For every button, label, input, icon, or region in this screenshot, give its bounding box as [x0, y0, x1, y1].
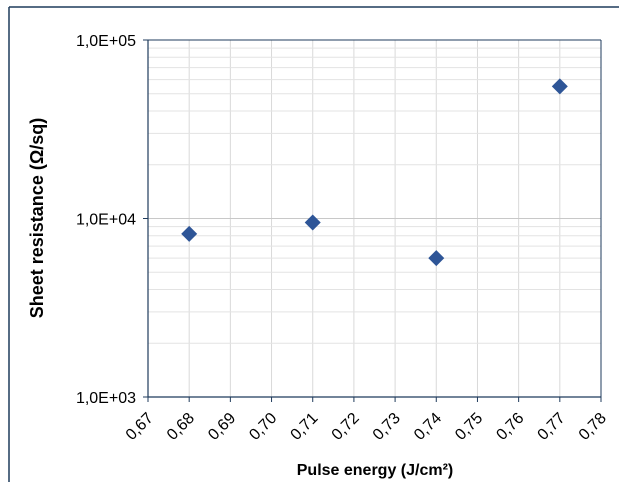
x-tick-label: 0,68: [164, 410, 198, 444]
x-tick-label: 0,71: [288, 410, 322, 444]
y-tick-label: 1,0E+04: [76, 212, 136, 229]
y-tick-label: 1,0E+03: [76, 390, 136, 407]
x-tick-label: 0,74: [411, 410, 445, 444]
grid: [147, 40, 602, 398]
x-axis-label: Pulse energy (J/cm²): [297, 462, 454, 479]
data-point-diamond: [551, 78, 568, 95]
x-tick-label: 0,73: [370, 410, 404, 444]
data-point-diamond: [304, 214, 321, 231]
y-tick-labels: 1,0E+03 1,0E+04 1,0E+05: [76, 33, 148, 407]
data-point-diamond: [181, 225, 198, 242]
y-tick-label: 1,0E+05: [76, 33, 136, 50]
x-tick-label: 0,69: [205, 410, 239, 444]
x-tick-label: 0,78: [576, 410, 610, 444]
x-tick-label: 0,67: [123, 410, 157, 444]
data-point-diamond: [428, 250, 445, 267]
x-tick-label: 0,70: [246, 410, 280, 444]
x-tick-label: 0,76: [493, 410, 527, 444]
y-axis-label: Sheet resistance (Ω/sq): [27, 118, 47, 319]
data-points: [181, 78, 568, 267]
x-tick-labels: 0,67 0,68 0,69 0,70 0,71 0,72 0,73 0,74 0,75 0,76…: [123, 397, 610, 444]
x-tick-label: 0,77: [535, 410, 569, 444]
x-tick-label: 0,72: [329, 410, 363, 444]
x-tick-label: 0,75: [452, 410, 486, 444]
